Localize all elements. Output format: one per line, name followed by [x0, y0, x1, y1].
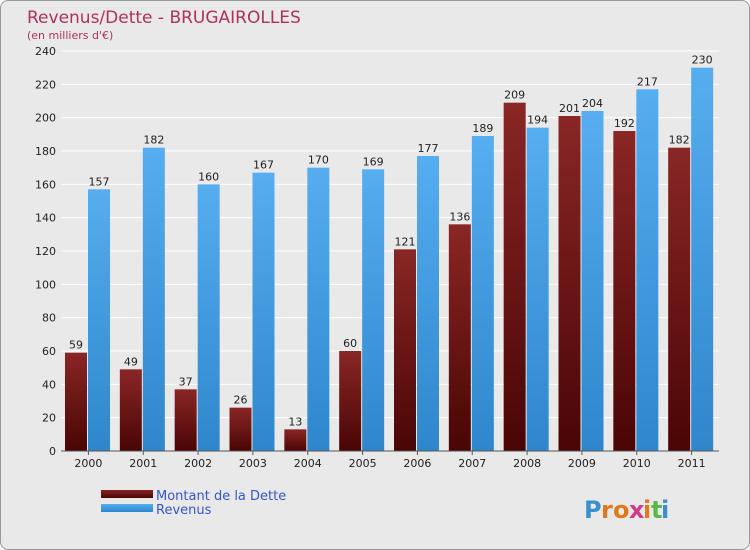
- value-label-debt: 201: [559, 102, 580, 115]
- x-tick-label: 2006: [403, 457, 431, 470]
- value-label-debt: 59: [69, 339, 83, 352]
- chart-subtitle: (en milliers d'€): [27, 29, 113, 42]
- bar-revenue: [636, 89, 659, 451]
- logo-letter: i: [643, 496, 651, 524]
- value-label-revenue: 189: [472, 122, 493, 135]
- legend-label-revenue: Revenus: [156, 503, 212, 518]
- y-tick-label: 0: [49, 445, 56, 458]
- legend: Montant de la Dette Revenus: [101, 489, 286, 518]
- bar-revenue: [581, 111, 604, 451]
- grid-lines: [61, 50, 719, 452]
- value-label-debt: 209: [504, 89, 525, 102]
- bar-revenue: [88, 189, 110, 452]
- value-label-debt: 49: [124, 355, 138, 368]
- bar-debt: [558, 116, 581, 451]
- x-tick-label: 2007: [458, 457, 486, 470]
- bar-debt: [65, 352, 87, 451]
- legend-swatch-revenue: [101, 504, 153, 512]
- x-tick-label: 2004: [294, 457, 322, 470]
- bar-debt: [339, 351, 362, 451]
- x-tick-label: 2001: [129, 457, 157, 470]
- y-axis-ticks: 0 20 40 60 80 100 120 140 160 180 200 220 240: [35, 45, 56, 458]
- legend-swatch-debt: [101, 490, 153, 498]
- bar-revenue: [526, 127, 549, 452]
- value-label-debt: 60: [343, 337, 357, 350]
- y-tick-label: 220: [35, 78, 56, 91]
- bar-revenue: [142, 147, 165, 451]
- x-tick-label: 2005: [349, 457, 377, 470]
- bar-debt: [119, 369, 142, 451]
- logo-letter: t: [651, 496, 662, 524]
- bar-revenue: [252, 172, 275, 451]
- logo-letter: o: [613, 496, 630, 524]
- bar-revenue: [197, 184, 220, 452]
- bar-debt: [668, 147, 691, 451]
- value-label-revenue: 170: [308, 154, 329, 167]
- logo-letter: P: [584, 496, 602, 524]
- bar-debt: [174, 389, 197, 451]
- value-label-debt: 26: [234, 394, 248, 407]
- y-tick-label: 80: [42, 312, 56, 325]
- value-label-revenue: 182: [143, 134, 164, 147]
- logo-letter: x: [629, 496, 645, 524]
- value-label-revenue: 217: [637, 75, 658, 88]
- value-label-debt: 13: [288, 415, 302, 428]
- value-label-debt: 136: [449, 210, 470, 223]
- y-tick-label: 40: [42, 378, 56, 391]
- legend-label-debt: Montant de la Dette: [156, 489, 286, 504]
- value-label-debt: 37: [179, 375, 193, 388]
- chart-title: Revenus/Dette - BRUGAIROLLES: [27, 8, 301, 28]
- value-label-revenue: 169: [363, 155, 384, 168]
- bar-debt: [229, 407, 252, 451]
- y-tick-label: 120: [35, 245, 56, 258]
- bar-revenue: [362, 169, 385, 452]
- y-tick-label: 20: [42, 412, 56, 425]
- value-label-revenue: 204: [582, 97, 603, 110]
- value-label-debt: 182: [669, 134, 690, 147]
- x-tick-label: 2000: [74, 457, 102, 470]
- bar-debt: [284, 429, 307, 451]
- bar-debt: [613, 131, 636, 451]
- x-tick-label: 2003: [239, 457, 267, 470]
- value-label-revenue: 177: [418, 142, 439, 155]
- bars: [65, 67, 714, 452]
- x-tick-label: 2008: [513, 457, 541, 470]
- y-tick-label: 180: [35, 145, 56, 158]
- bar-revenue: [471, 136, 494, 451]
- y-tick-label: 140: [35, 212, 56, 225]
- value-label-revenue: 167: [253, 159, 274, 172]
- bar-revenue: [417, 156, 439, 451]
- value-label-debt: 192: [614, 117, 635, 130]
- bar-revenue: [307, 167, 330, 451]
- x-tick-label: 2011: [678, 457, 706, 470]
- y-tick-label: 200: [35, 112, 56, 125]
- bar-revenue: [691, 67, 714, 452]
- y-tick-label: 240: [35, 45, 56, 58]
- x-tick-label: 2002: [184, 457, 212, 470]
- bar-debt: [394, 249, 416, 451]
- value-label-revenue: 230: [692, 54, 713, 67]
- value-label-debt: 121: [395, 235, 416, 248]
- value-labels: 59 157 49 182 37 160 26 167 13 170 60 169 121 177 136 1…: [69, 54, 713, 429]
- x-axis-ticks: 2000 2001 2002 2003 2004 2005 2006 2007 2008 2009…: [74, 451, 706, 470]
- y-tick-label: 100: [35, 278, 56, 291]
- x-tick-label: 2010: [623, 457, 651, 470]
- bar-debt: [503, 102, 526, 452]
- logo-letter: i: [661, 496, 669, 524]
- value-label-revenue: 194: [527, 114, 548, 127]
- y-tick-label: 60: [42, 345, 56, 358]
- y-tick-label: 160: [35, 178, 56, 191]
- bar-debt: [448, 224, 471, 451]
- logo-letter: r: [601, 496, 613, 524]
- value-label-revenue: 157: [89, 175, 110, 188]
- x-tick-label: 2009: [568, 457, 596, 470]
- value-label-revenue: 160: [198, 170, 219, 183]
